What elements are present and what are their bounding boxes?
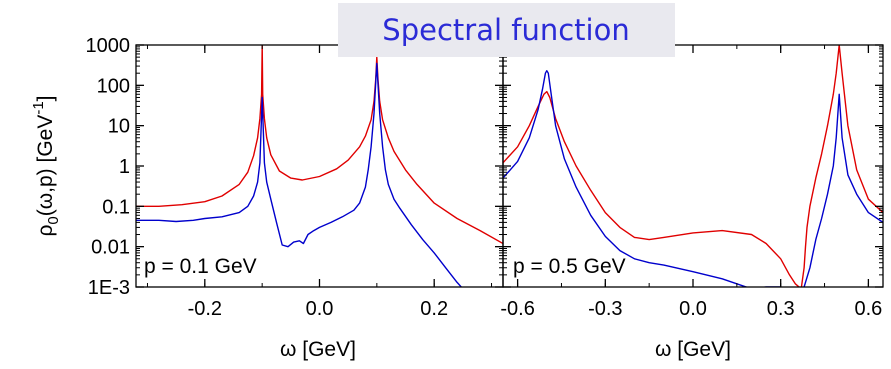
left-panel-x-axis-title: ω [GeV] bbox=[280, 338, 356, 361]
y-tick-label: 1000 bbox=[86, 35, 131, 57]
y-tick-label: 10 bbox=[108, 116, 130, 138]
left-panel: 1E-3 0.01 0.1 1 10 100 1000 -0.2 0.0 0.2 p = 0.1 … bbox=[86, 35, 504, 361]
y-axis-title-subscript: 0 bbox=[45, 216, 62, 224]
right-panel: -0.6 -0.3 0.0 0.3 0.6 p = 0.5 GeV ω [GeV] bbox=[500, 44, 884, 361]
right-x-tick-label: 0.6 bbox=[854, 298, 882, 320]
y-tick-label: 100 bbox=[97, 75, 130, 97]
left-x-tick-label: 0.2 bbox=[420, 298, 448, 320]
y-axis-title-suffix: ] bbox=[34, 95, 57, 101]
left-panel-lines bbox=[136, 45, 503, 287]
left-series-blue-line bbox=[136, 62, 463, 287]
right-panel-x-axis-title: ω [GeV] bbox=[655, 338, 731, 361]
left-panel-frame bbox=[135, 44, 504, 288]
title-banner-text: Spectral function bbox=[382, 13, 629, 47]
right-x-tick-label: 0.0 bbox=[679, 298, 707, 320]
left-panel-annotation: p = 0.1 GeV bbox=[144, 255, 257, 278]
y-axis-title-prefix: ρ bbox=[34, 225, 57, 237]
left-series-red-line bbox=[136, 45, 503, 245]
title-banner: Spectral function bbox=[338, 3, 675, 57]
y-axis-title: ρ0(ω,p) [GeV-1] bbox=[30, 95, 62, 236]
left-panel-axes: 1E-3 0.01 0.1 1 10 100 1000 -0.2 0.0 0.2 bbox=[86, 35, 504, 320]
y-tick-label: 0.01 bbox=[91, 237, 130, 259]
right-panel-frame bbox=[502, 44, 884, 288]
left-x-tick-label: -0.2 bbox=[188, 298, 222, 320]
right-series-red-line bbox=[503, 45, 883, 287]
title-banner-background bbox=[338, 3, 675, 57]
right-x-tick-label: 0.3 bbox=[767, 298, 795, 320]
right-panel-lines bbox=[503, 45, 883, 287]
right-series-blue-line bbox=[503, 69, 883, 287]
y-axis-title-main: (ω,p) [GeV bbox=[34, 115, 57, 217]
left-x-tick-label: 0.0 bbox=[306, 298, 334, 320]
right-panel-annotation: p = 0.5 GeV bbox=[513, 255, 626, 278]
right-panel-axes: -0.6 -0.3 0.0 0.3 0.6 bbox=[500, 44, 884, 320]
y-tick-label: 1E-3 bbox=[88, 277, 130, 299]
y-axis-title-superscript: -1 bbox=[30, 101, 47, 114]
y-tick-label: 0.1 bbox=[102, 196, 130, 218]
y-tick-label: 1 bbox=[119, 156, 130, 178]
right-x-tick-label: -0.6 bbox=[500, 298, 534, 320]
right-x-tick-label: -0.3 bbox=[588, 298, 622, 320]
